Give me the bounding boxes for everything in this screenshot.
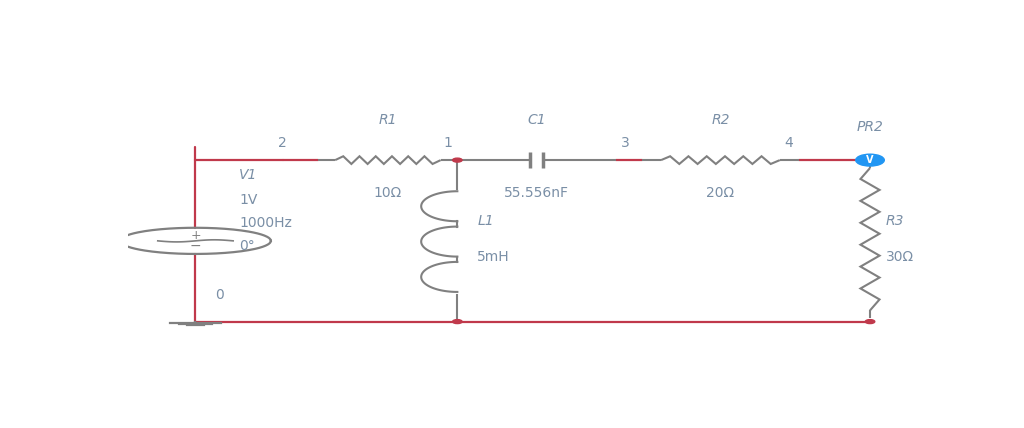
Text: 5mH: 5mH (477, 250, 510, 265)
Text: 4: 4 (784, 136, 794, 150)
Text: 1: 1 (443, 136, 453, 150)
Text: 55.556nF: 55.556nF (504, 187, 569, 200)
Text: R3: R3 (886, 214, 904, 228)
Text: 0: 0 (215, 288, 224, 302)
Text: 1V: 1V (240, 193, 257, 207)
Text: 20Ω: 20Ω (707, 187, 734, 200)
Text: R1: R1 (379, 113, 397, 127)
Circle shape (865, 320, 874, 324)
Text: 10Ω: 10Ω (374, 187, 402, 200)
Text: 0°: 0° (240, 239, 255, 253)
Text: V1: V1 (240, 168, 257, 182)
Circle shape (453, 320, 462, 324)
Circle shape (453, 158, 462, 162)
Text: R2: R2 (712, 113, 730, 127)
Text: L1: L1 (477, 214, 494, 228)
Circle shape (856, 154, 885, 166)
Text: 1000Hz: 1000Hz (240, 216, 292, 230)
Text: 3: 3 (622, 136, 630, 150)
Text: PR2: PR2 (857, 120, 884, 134)
Text: −: − (189, 239, 202, 253)
Text: 2: 2 (279, 136, 287, 150)
Text: 30Ω: 30Ω (886, 250, 914, 265)
Text: C1: C1 (527, 113, 546, 127)
Text: V: V (866, 155, 873, 165)
Text: +: + (190, 229, 201, 242)
